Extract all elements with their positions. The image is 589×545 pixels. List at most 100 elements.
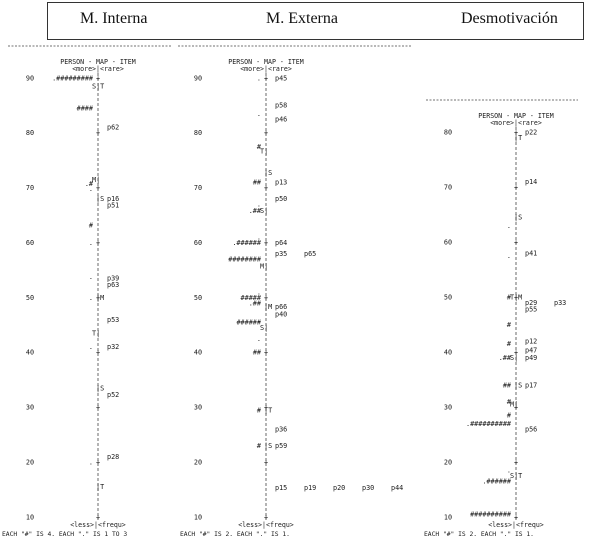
y-tick-label: 50 [26, 294, 34, 302]
person-marker: .## [499, 354, 512, 362]
y-tick-label: 10 [444, 513, 452, 521]
item-label: p36 [275, 426, 287, 434]
y-tick-label: 60 [26, 239, 34, 247]
item-label: p63 [107, 281, 119, 289]
header-desmotivacion: Desmotivación [461, 10, 558, 27]
item-label: p30 [362, 484, 374, 492]
item-label: p33 [554, 299, 566, 307]
person-marker: . [89, 239, 93, 247]
y-tick-label: 10 [194, 513, 202, 521]
axis-plus-mark: + [96, 184, 100, 192]
person-marker: .# [85, 180, 94, 188]
map-top-label: <more>|<rare> [490, 119, 542, 127]
map-bottom-label: <less>|<frequ> [238, 521, 294, 529]
person-marker: ######## [228, 255, 262, 263]
axis-plus-mark: + [264, 349, 268, 357]
y-tick-label: 30 [26, 404, 34, 412]
y-tick-label: 20 [26, 458, 34, 466]
item-label: p45 [275, 74, 287, 82]
item-label: p22 [525, 128, 537, 136]
axis-plus-mark: + [514, 403, 518, 411]
person-marker: #### [77, 104, 94, 112]
axis-stat-marker: |T [96, 483, 104, 491]
axis-stat-marker: |S [96, 195, 104, 203]
axis-stat-marker: M| [260, 263, 268, 271]
person-marker: ########## [470, 511, 512, 519]
axis-plus-mark: + [96, 513, 100, 521]
y-tick-label: 80 [444, 128, 452, 136]
item-label: p40 [275, 310, 287, 318]
person-marker: . [257, 74, 261, 82]
person-marker: . [89, 294, 93, 302]
header-m-externa: M. Externa [266, 10, 338, 27]
axis-plus-mark: + [264, 129, 268, 137]
person-marker: .###### [482, 478, 512, 486]
person-marker: # [507, 340, 512, 348]
item-label: p16 [107, 195, 119, 203]
map-top-label: <more>|<rare> [240, 65, 292, 73]
axis-plus-mark: + [514, 513, 518, 521]
person-marker: # [507, 293, 512, 301]
y-tick-label: 80 [26, 129, 34, 137]
person-marker: # [89, 221, 94, 229]
y-tick-label: 20 [194, 458, 202, 466]
y-tick-label: 50 [194, 294, 202, 302]
axis-stat-marker: |S [514, 381, 522, 389]
axis-plus-mark: + [96, 349, 100, 357]
y-tick-label: 70 [444, 183, 452, 191]
person-marker: .## [249, 299, 262, 307]
y-tick-label: 70 [194, 184, 202, 192]
y-tick-label: 30 [444, 403, 452, 411]
person-marker: . [257, 201, 261, 209]
person-marker: . [89, 458, 93, 466]
person-marker: # [507, 398, 512, 406]
y-tick-label: 60 [444, 238, 452, 246]
header-box [47, 2, 584, 40]
axis-plus-mark: + [264, 239, 268, 247]
axis-plus-mark: + [264, 184, 268, 192]
map-footer: EACH "#" IS 2. EACH "." IS 1. [180, 531, 290, 538]
item-label: p28 [107, 453, 119, 461]
y-tick-label: 30 [194, 404, 202, 412]
axis-stat-marker: M| [510, 401, 518, 409]
item-label: p44 [391, 484, 403, 492]
axis-plus-mark: + [514, 293, 518, 301]
item-label: p58 [275, 102, 287, 110]
person-marker: # [507, 321, 512, 329]
axis-plus-mark: + [264, 458, 268, 466]
axis-stat-marker: T|M [510, 293, 522, 301]
person-marker: . [257, 335, 261, 343]
person-marker: . [507, 222, 511, 230]
item-label: p46 [275, 115, 287, 123]
y-tick-label: 40 [26, 349, 34, 357]
map-footer: EACH "#" IS 4. EACH "." IS 1 TO 3 [2, 531, 127, 538]
item-label: p52 [107, 391, 119, 399]
item-label: p32 [107, 343, 119, 351]
item-label: p39 [107, 275, 119, 283]
item-label: p62 [107, 124, 119, 132]
axis-plus-mark: + [96, 239, 100, 247]
person-marker: . [257, 110, 261, 118]
person-marker: . [89, 343, 93, 351]
person-marker: . [257, 316, 261, 324]
item-label: p50 [275, 195, 287, 203]
item-label: p41 [525, 249, 537, 257]
y-tick-label: 90 [26, 74, 34, 82]
item-label: p29 [525, 299, 537, 307]
map-bottom-label: <less>|<frequ> [488, 521, 544, 529]
item-label: p17 [525, 381, 537, 389]
axis-stat-marker: M| [92, 176, 100, 184]
axis-stat-marker: |S [264, 442, 272, 450]
person-marker: . [257, 288, 261, 296]
axis-plus-mark: + [96, 129, 100, 137]
axis-stat-marker: T| [92, 329, 100, 337]
person-marker: .## [249, 207, 262, 215]
item-label: p15 [275, 484, 287, 492]
axis-stat-marker: |T [264, 406, 272, 414]
axis-stat-marker: |T [514, 134, 522, 142]
item-label: p49 [525, 354, 537, 362]
person-marker: .######### [52, 74, 94, 82]
y-tick-label: 60 [194, 239, 202, 247]
axis-plus-mark: + [264, 294, 268, 302]
item-label: p65 [304, 250, 316, 258]
